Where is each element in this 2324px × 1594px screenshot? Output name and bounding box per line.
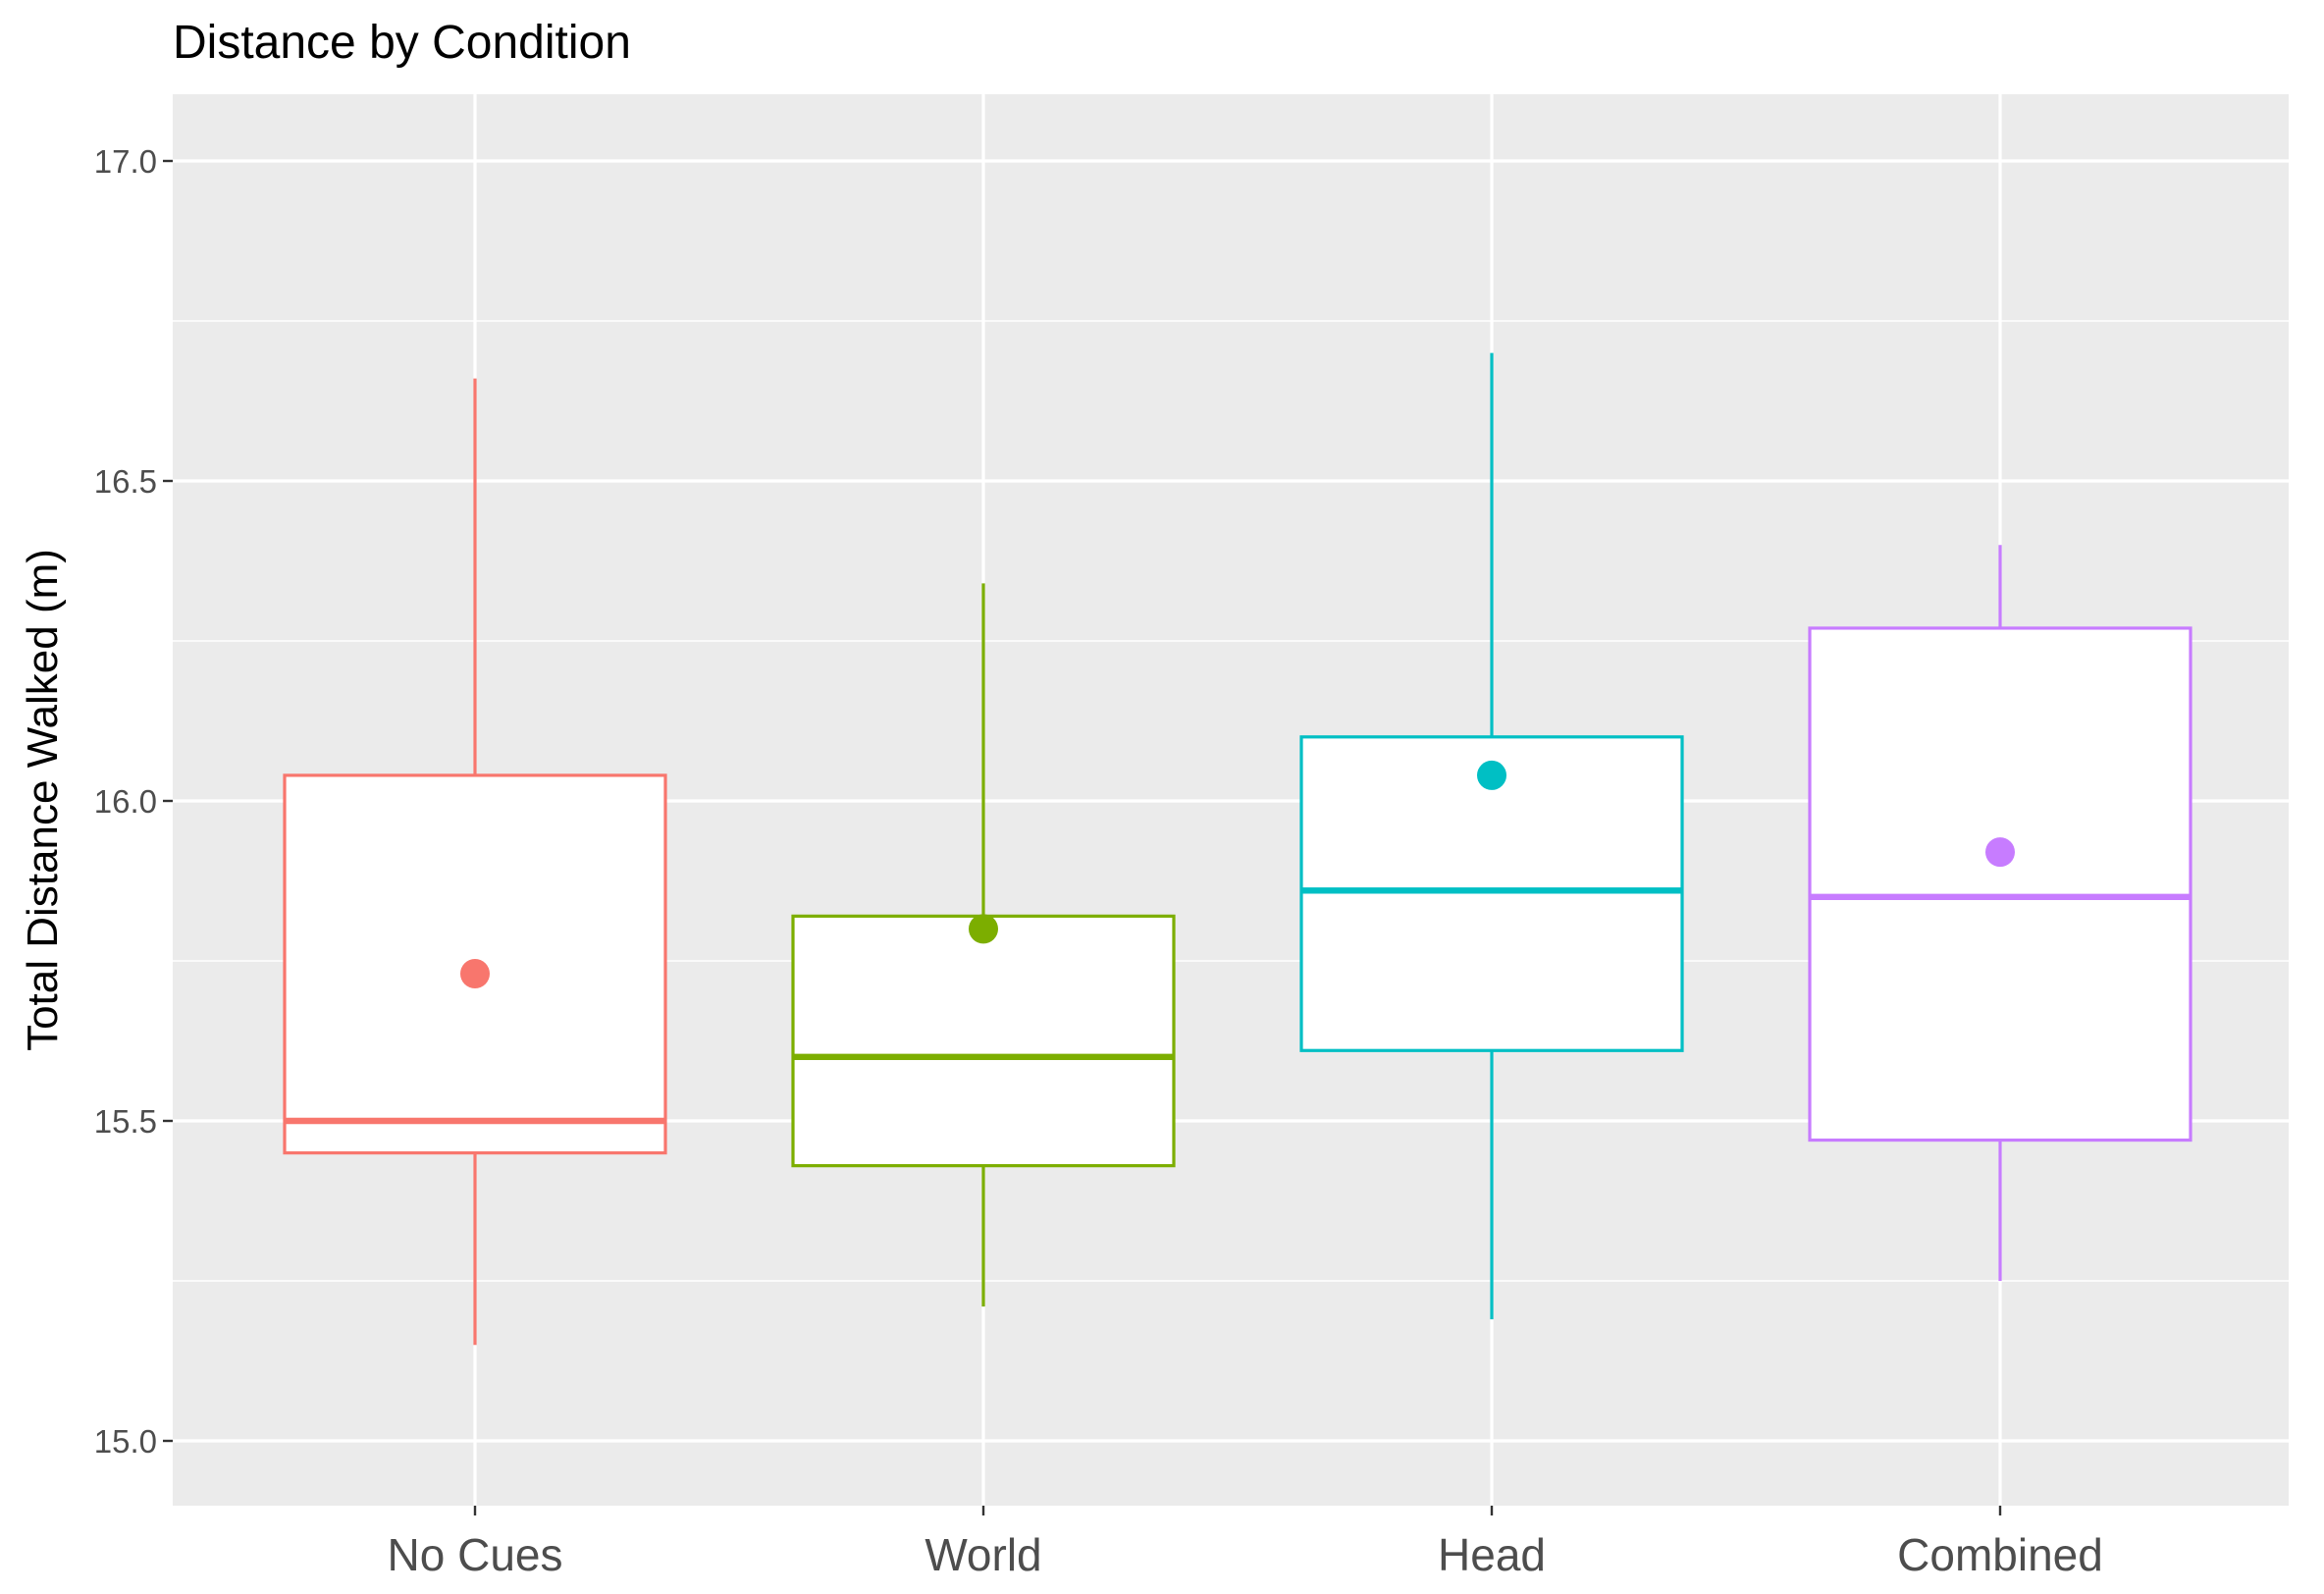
x-tick-label: World — [924, 1529, 1041, 1580]
x-tick-label: No Cues — [388, 1529, 563, 1580]
y-axis-title: Total Distance Walked (m) — [19, 549, 67, 1051]
mean-point — [969, 914, 998, 944]
box-series — [283, 352, 2192, 1346]
y-tick-label: 15.5 — [94, 1103, 157, 1140]
box-head — [1299, 352, 1684, 1320]
x-tick-label: Combined — [1897, 1529, 2103, 1580]
mean-point — [1477, 760, 1506, 790]
x-axis: No Cues World Head Combined — [388, 1506, 2103, 1580]
y-tick-label: 15.0 — [94, 1423, 157, 1460]
x-tick-label: Head — [1438, 1529, 1546, 1580]
mean-point — [460, 959, 490, 989]
y-axis: 15.0 15.5 16.0 16.5 17.0 — [94, 143, 173, 1460]
box-iqr — [1808, 626, 2192, 1142]
mean-point — [1985, 837, 2015, 868]
y-tick-label: 16.5 — [94, 463, 157, 500]
chart-title: Distance by Condition — [173, 17, 631, 69]
box-no-cues — [283, 378, 667, 1346]
box-combined — [1808, 545, 2192, 1281]
box-iqr — [791, 914, 1176, 1168]
y-tick-label: 17.0 — [94, 143, 157, 180]
box-world — [791, 583, 1176, 1307]
y-tick-label: 16.0 — [94, 783, 157, 820]
